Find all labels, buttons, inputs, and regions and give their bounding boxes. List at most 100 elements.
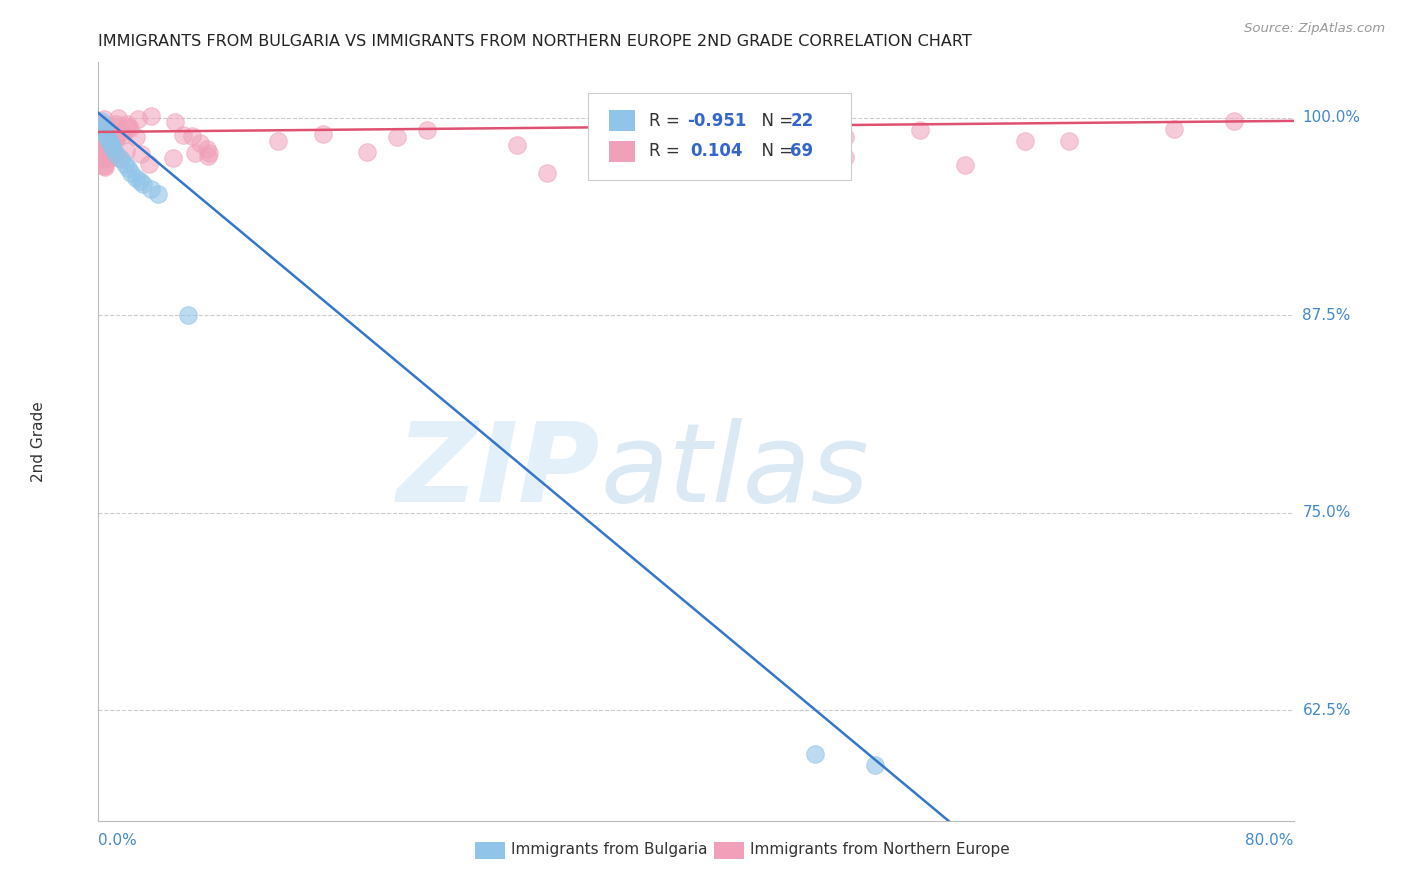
Point [311,127,333,141]
Point [111,128,134,143]
Point [197,149,219,163]
Text: ZIP: ZIP [396,418,600,525]
Point [416,123,439,137]
Point [834,129,856,144]
Text: Source: ZipAtlas.com: Source: ZipAtlas.com [1244,22,1385,36]
Point [356,145,378,160]
Text: 69: 69 [790,142,814,161]
Point [714,119,737,133]
Text: 2nd Grade: 2nd Grade [31,401,46,482]
Text: N =: N = [751,112,799,130]
Point [180,129,202,144]
Point [93,133,115,147]
Point [115,117,138,131]
Point [104,120,127,134]
Point [98,136,122,150]
Point [91,147,114,161]
Text: Immigrants from Bulgaria: Immigrants from Bulgaria [510,842,707,857]
Text: 0.0%: 0.0% [98,833,138,848]
Point [125,130,148,145]
Point [105,132,128,146]
Point [125,170,148,185]
Point [685,142,707,156]
Point [117,120,139,135]
Point [93,112,115,126]
Point [89,122,111,136]
Point [195,142,218,156]
Point [105,147,128,161]
Text: N =: N = [751,142,799,161]
Point [111,125,134,139]
Point [1223,114,1246,128]
Point [96,140,118,154]
Text: Immigrants from Northern Europe: Immigrants from Northern Europe [749,842,1010,857]
FancyBboxPatch shape [609,111,636,131]
Point [953,158,976,172]
Point [89,116,111,130]
Point [172,128,194,142]
Point [118,121,141,136]
Point [89,150,111,164]
Point [385,129,409,144]
Point [120,166,142,180]
Point [127,112,149,126]
Point [188,136,211,151]
Point [89,117,111,131]
Point [93,159,115,173]
Point [93,121,115,136]
Text: IMMIGRANTS FROM BULGARIA VS IMMIGRANTS FROM NORTHERN EUROPE 2ND GRADE CORRELATIO: IMMIGRANTS FROM BULGARIA VS IMMIGRANTS F… [98,34,972,49]
Point [98,150,121,164]
Point [834,150,856,164]
Point [129,147,152,161]
Point [162,152,184,166]
Point [267,135,290,149]
FancyBboxPatch shape [609,141,636,161]
Point [100,146,122,161]
Point [93,160,115,174]
Text: 0.104: 0.104 [690,142,742,161]
Point [163,115,186,129]
FancyBboxPatch shape [475,842,505,858]
Point [197,145,219,160]
Point [804,747,827,762]
Point [90,143,112,157]
Point [132,177,155,191]
Point [114,156,136,170]
Point [536,166,558,180]
Point [117,161,139,176]
Point [90,114,112,128]
Point [89,153,111,167]
Point [1163,121,1185,136]
Point [114,144,136,158]
Point [610,150,633,164]
Text: R =: R = [650,112,685,130]
Text: 100.0%: 100.0% [1302,111,1361,125]
Point [184,146,207,161]
Text: 22: 22 [790,112,814,130]
Point [105,129,128,144]
Point [89,127,111,141]
Point [129,174,152,188]
Point [865,758,887,772]
Point [105,118,128,132]
Point [96,129,118,144]
Point [138,157,160,171]
Text: -0.951: -0.951 [688,112,747,130]
Point [93,158,115,172]
Point [97,122,120,136]
Point [91,119,114,133]
Point [100,136,122,150]
Point [148,186,170,201]
Text: 87.5%: 87.5% [1302,308,1351,323]
Point [177,308,200,322]
Text: atlas: atlas [600,418,869,525]
Point [89,141,111,155]
Point [506,137,529,152]
Point [108,151,131,165]
Point [1059,135,1081,149]
Point [96,151,118,165]
Point [759,158,782,172]
Point [908,123,931,137]
Text: 75.0%: 75.0% [1302,505,1351,520]
Point [94,140,117,154]
